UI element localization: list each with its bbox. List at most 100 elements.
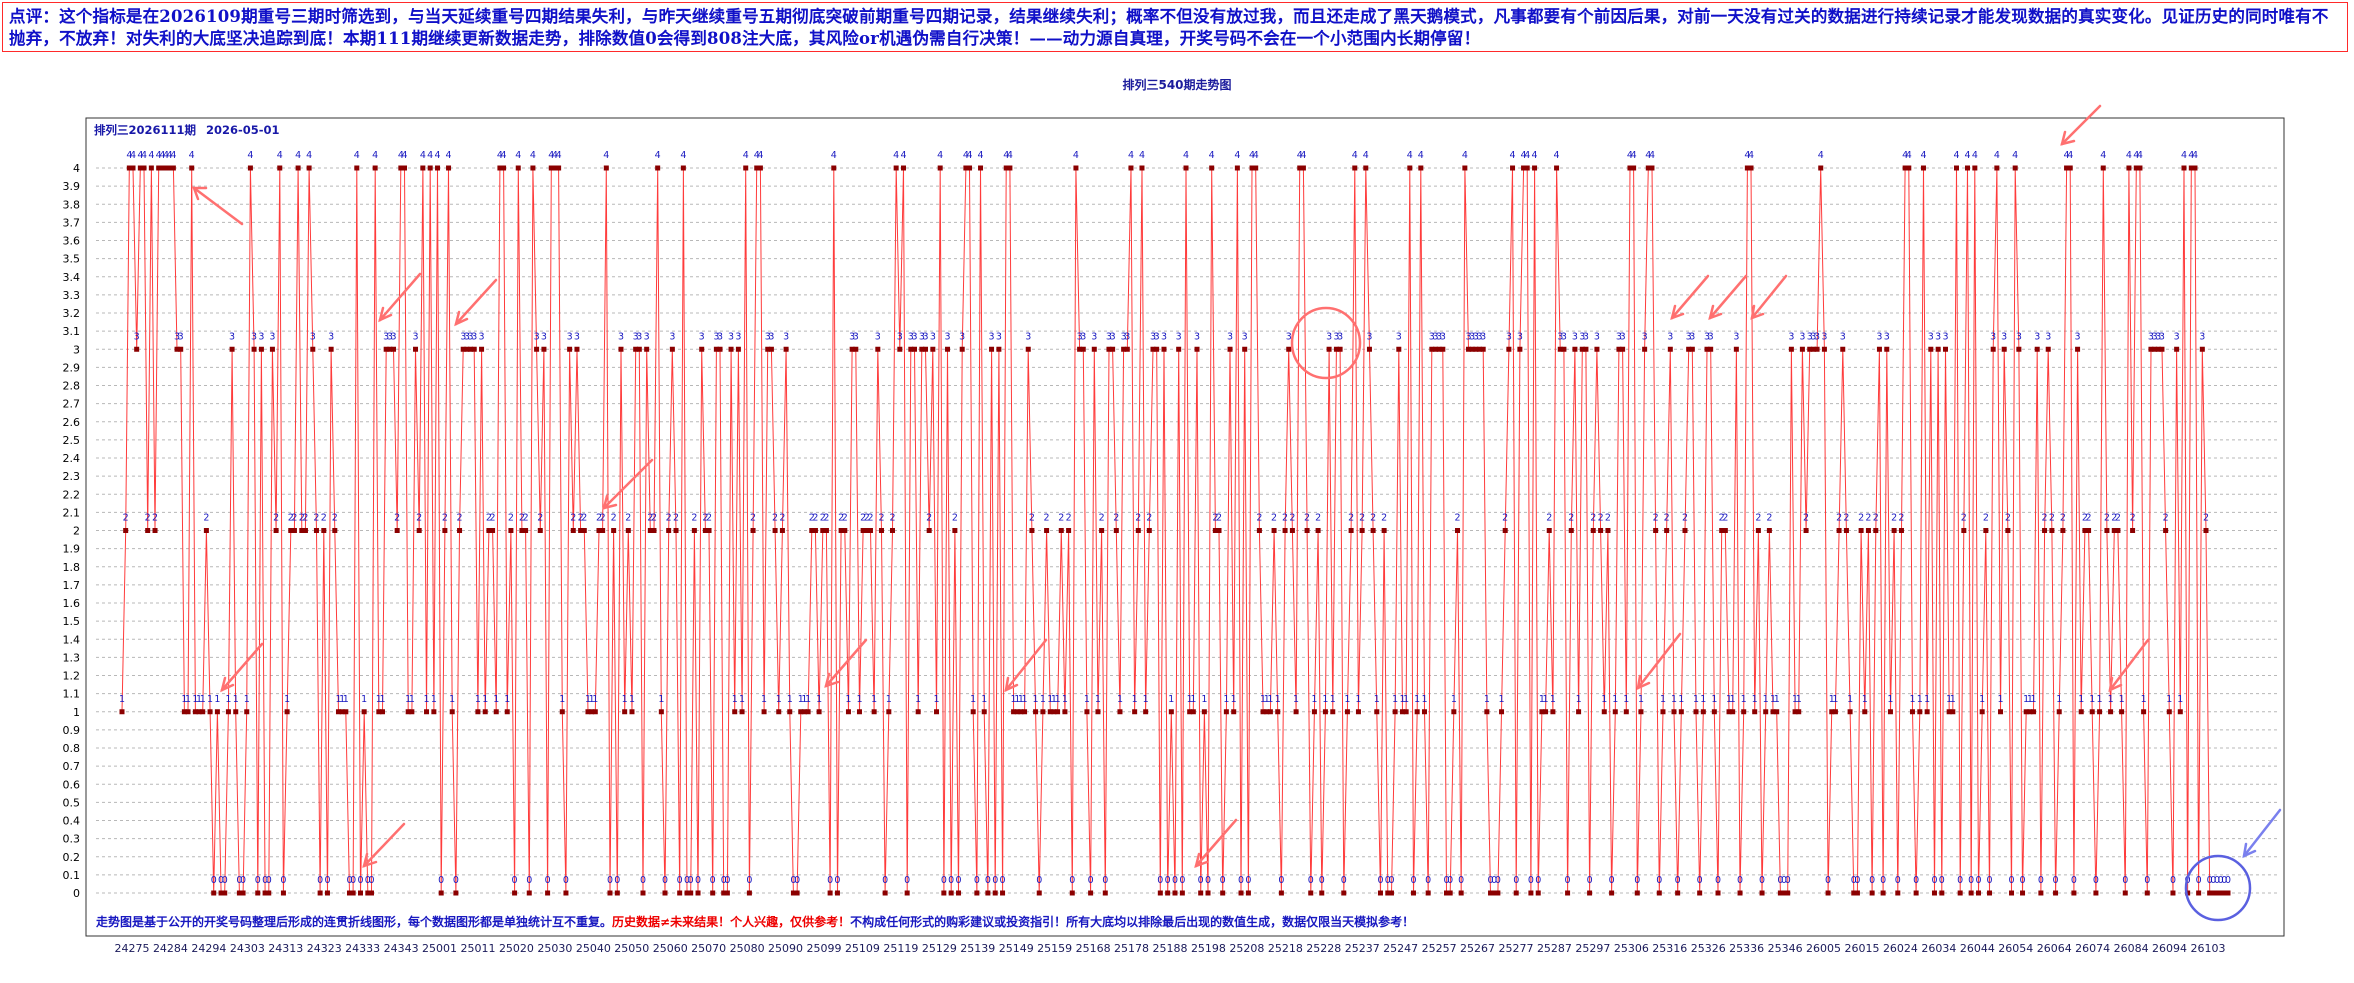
data-point [1748, 165, 1754, 171]
x-tick-label: 26044 [1960, 942, 1995, 955]
data-label: 3 [1557, 331, 1563, 342]
data-point [691, 528, 697, 533]
data-label: 2 [1843, 513, 1849, 524]
data-point [1928, 346, 1934, 352]
data-point [1245, 890, 1251, 896]
data-point [893, 165, 899, 171]
data-point [1187, 709, 1193, 715]
data-label: 1 [1062, 694, 1068, 705]
data-point [376, 709, 382, 715]
data-point [2148, 346, 2154, 352]
data-point [2097, 709, 2103, 715]
data-label: 1 [1832, 694, 1838, 705]
data-label: 2 [1502, 513, 1508, 524]
data-point [537, 528, 543, 533]
data-point [974, 890, 980, 896]
x-tick-label: 25060 [653, 942, 688, 955]
data-point [1069, 890, 1075, 896]
data-label: 3 [1396, 331, 1402, 342]
data-label: 2 [523, 513, 529, 524]
data-point [1711, 709, 1717, 715]
data-label: 1 [1638, 694, 1644, 705]
data-point [1678, 709, 1684, 715]
data-point [1763, 709, 1769, 715]
data-label: 3 [1686, 331, 1692, 342]
data-point [1638, 709, 1644, 715]
data-point [1282, 528, 1288, 533]
data-label: 4 [1253, 150, 1259, 161]
data-point [1451, 709, 1457, 715]
data-point [1935, 346, 1941, 352]
data-label: 3 [1667, 331, 1673, 342]
data-label: 1 [856, 694, 862, 705]
data-point [1491, 890, 1497, 896]
data-label: 3 [2159, 331, 2165, 342]
data-point [225, 709, 231, 715]
data-point [1554, 165, 1560, 171]
data-point [1348, 528, 1354, 533]
data-point [134, 346, 140, 352]
data-label: 4 [515, 150, 521, 161]
data-label: 2 [809, 513, 815, 524]
data-label: 0 [1278, 875, 1284, 886]
annotation-layer [192, 104, 2282, 922]
data-label: 3 [922, 331, 928, 342]
data-point [750, 528, 756, 533]
data-label: 2 [2115, 513, 2121, 524]
data-point [1733, 346, 1739, 352]
data-label: 3 [310, 331, 316, 342]
data-point [2093, 890, 2099, 896]
data-label: 2 [625, 513, 631, 524]
data-label: 0 [710, 875, 716, 886]
data-label: 1 [1022, 694, 1028, 705]
data-label: 0 [1957, 875, 1963, 886]
data-point [1495, 890, 1501, 896]
data-label: 3 [1429, 331, 1435, 342]
data-label: 4 [1128, 150, 1134, 161]
data-label: 4 [156, 150, 162, 161]
data-label: 0 [438, 875, 444, 886]
data-label: 0 [365, 875, 371, 886]
data-point [1484, 709, 1490, 715]
data-point [1759, 890, 1765, 896]
data-label: 0 [948, 875, 954, 886]
data-label: 0 [1385, 875, 1391, 886]
data-label: 1 [1355, 694, 1361, 705]
data-label: 2 [442, 513, 448, 524]
data-label: 1 [343, 694, 349, 705]
data-point [732, 709, 738, 715]
x-tick-label: 25208 [1229, 942, 1264, 955]
data-point [383, 346, 389, 352]
data-point [123, 528, 129, 533]
data-label: 2 [2104, 513, 2110, 524]
data-label: 2 [1598, 513, 1604, 524]
data-label: 3 [1572, 331, 1578, 342]
x-tick-label: 25277 [1499, 942, 1534, 955]
data-label: 3 [2174, 331, 2180, 342]
data-point [1968, 890, 1974, 896]
data-label: 0 [1759, 875, 1765, 886]
data-point [1854, 890, 1860, 896]
data-point [1253, 165, 1259, 171]
data-label: 0 [1895, 875, 1901, 886]
data-point [1099, 528, 1105, 533]
data-label: 1 [2119, 694, 2125, 705]
data-label: 3 [1432, 331, 1438, 342]
data-label: 1 [2177, 694, 2183, 705]
data-label: 2 [812, 513, 818, 524]
x-tick-label: 25326 [1691, 942, 1726, 955]
data-point [952, 528, 958, 533]
data-label: 0 [2225, 875, 2231, 886]
data-point [1388, 890, 1394, 896]
data-point [721, 890, 727, 896]
data-point [878, 528, 884, 533]
data-point [728, 346, 734, 352]
data-label: 0 [640, 875, 646, 886]
data-point [625, 528, 631, 533]
data-point [1920, 165, 1926, 171]
data-point [574, 346, 580, 352]
data-label: 0 [1000, 875, 1006, 886]
data-point [1950, 709, 1956, 715]
data-point [449, 709, 455, 715]
